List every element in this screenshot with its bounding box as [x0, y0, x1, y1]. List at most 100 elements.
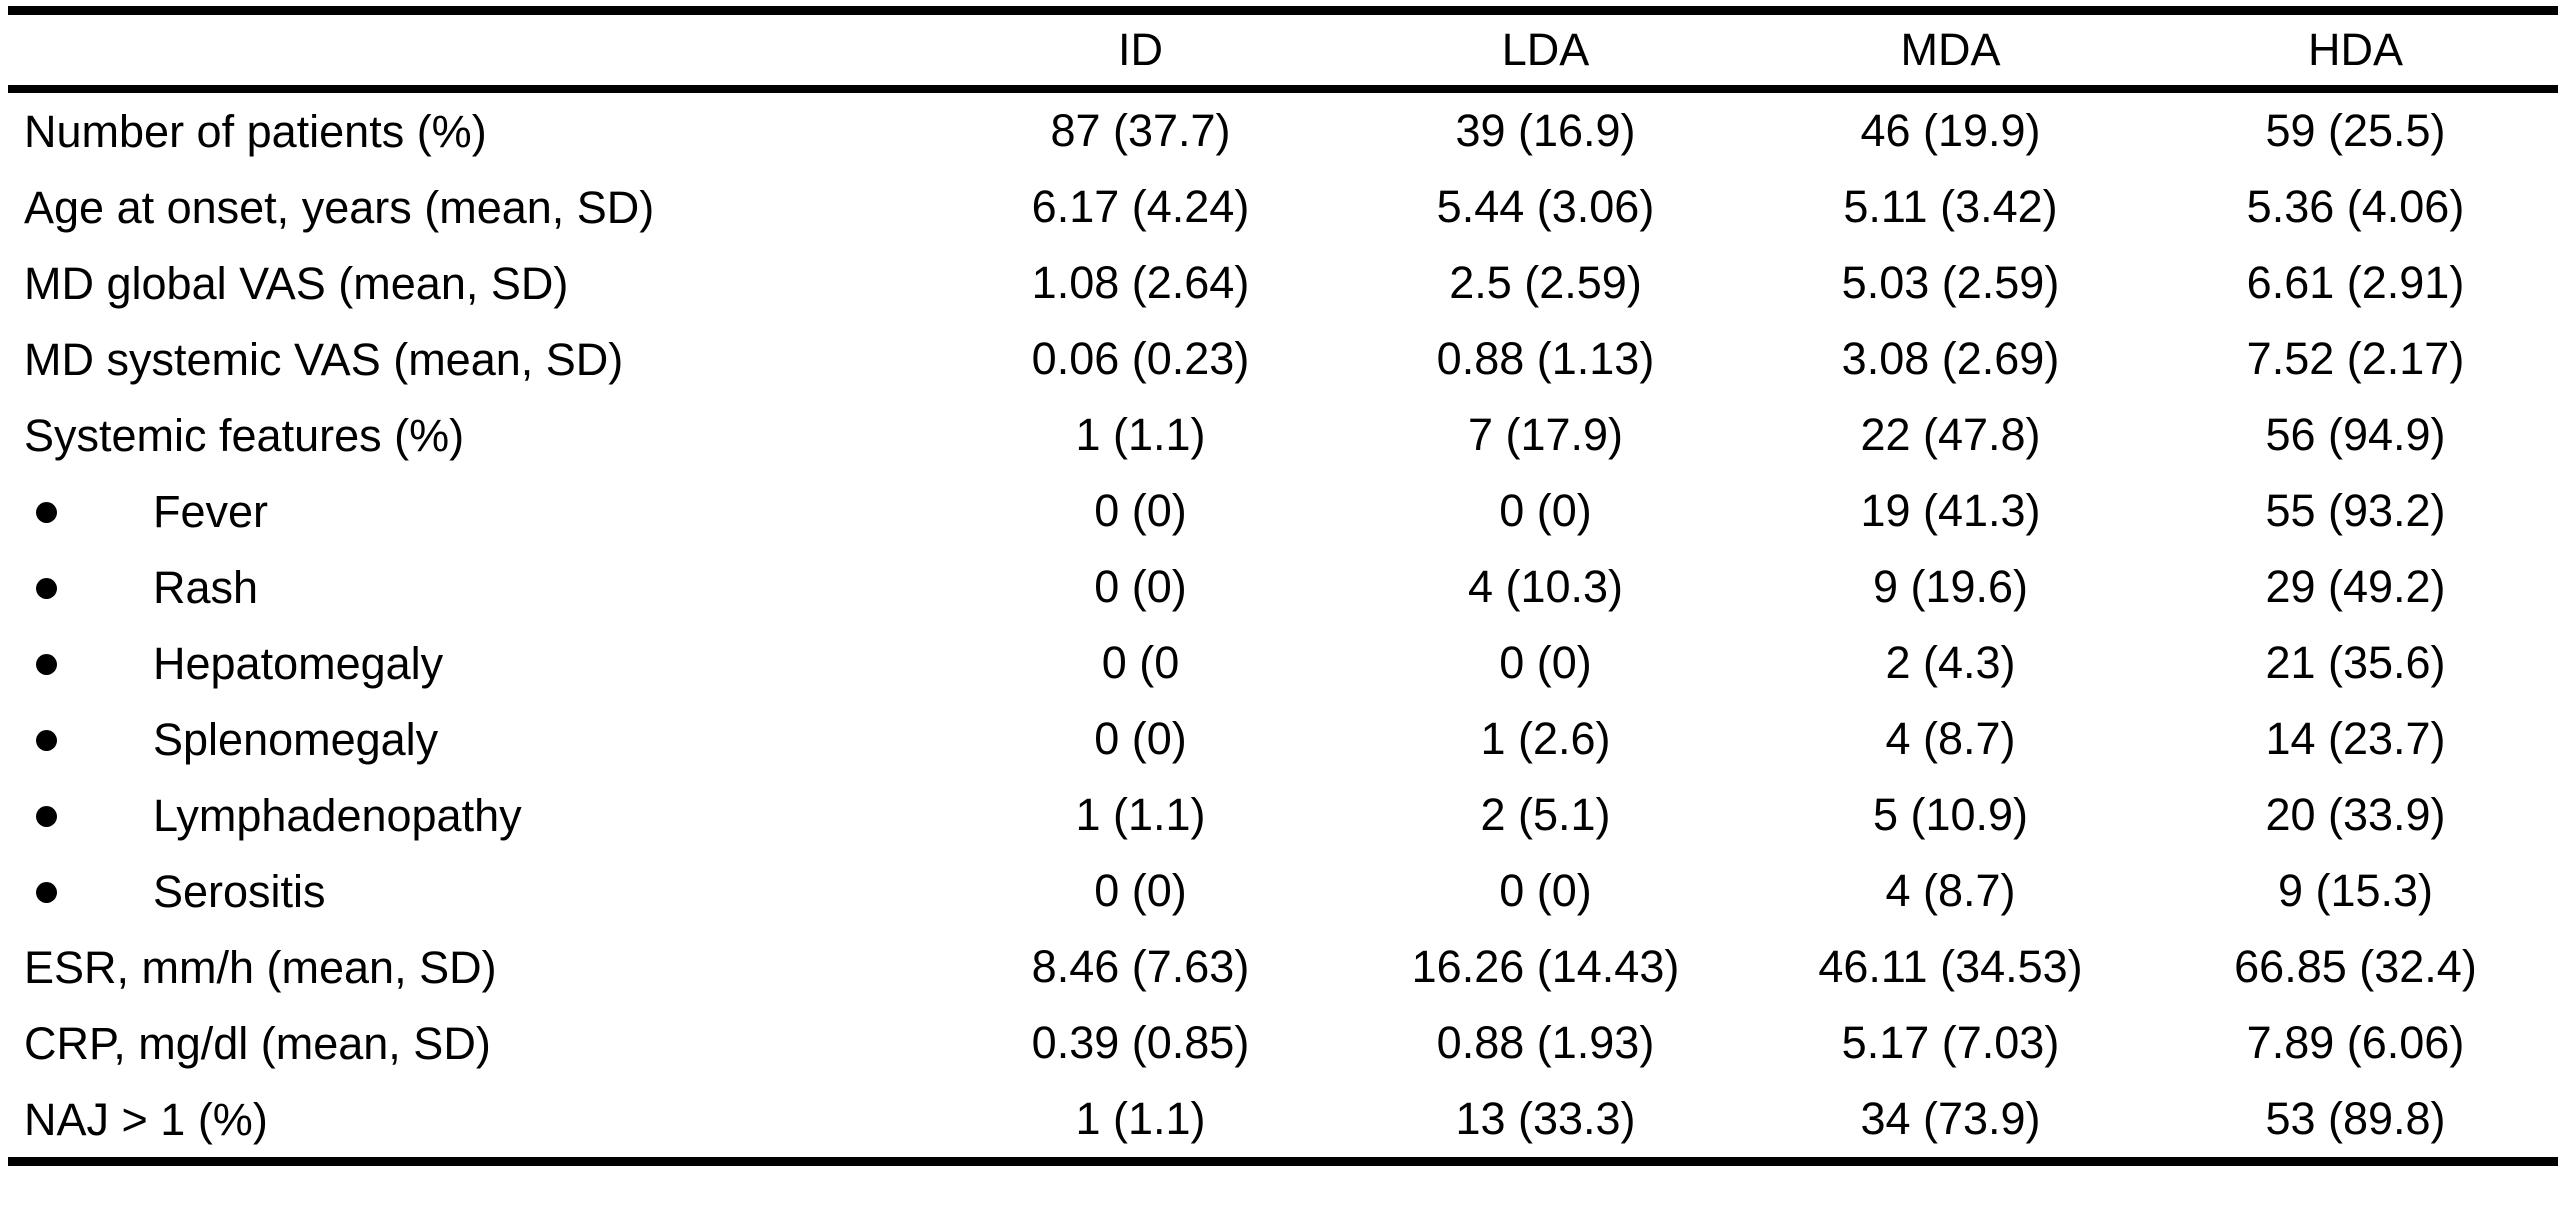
table-row: MD systemic VAS (mean, SD) 0.06 (0.23) 0.8… — [8, 321, 2558, 397]
row-label: Rash — [153, 562, 259, 614]
table-row: Number of patients (%) 87 (37.7) 39 (16.9)… — [8, 89, 2558, 169]
value-cell: 46 (19.9) — [1860, 105, 2041, 156]
value-cell: 5.03 (2.59) — [1841, 257, 2060, 308]
value-cell: 8.46 (7.63) — [1031, 941, 1250, 992]
value-cell: 0 (0) — [1094, 713, 1187, 764]
table-row: ESR, mm/h (mean, SD) 8.46 (7.63) 16.26 (14… — [8, 929, 2558, 1005]
table-row: Rash 0 (0) 4 (10.3) 9 (19.6) 29 (49.2) — [8, 549, 2558, 625]
row-label-cell: Lymphadenopathy — [8, 777, 938, 853]
row-label: Hepatomegaly — [153, 638, 444, 690]
value-cell: 46.11 (34.53) — [1818, 941, 2083, 992]
table-row: Hepatomegaly 0 (0 0 (0) 2 (4.3) 21 (35.6) — [8, 625, 2558, 701]
value-cell: 59 (25.5) — [2265, 105, 2446, 156]
table-body: Number of patients (%) 87 (37.7) 39 (16.9)… — [8, 89, 2558, 1162]
value-cell: 13 (33.3) — [1455, 1093, 1636, 1144]
bullet-icon — [36, 502, 57, 524]
bullet-icon — [36, 730, 57, 752]
row-label-cell: NAJ > 1 (%) — [8, 1081, 938, 1162]
value-cell: 5.17 (7.03) — [1841, 1017, 2060, 1068]
row-label: MD systemic VAS (mean, SD) — [24, 334, 624, 386]
row-label-cell: MD global VAS (mean, SD) — [8, 245, 938, 321]
value-cell: 56 (94.9) — [2265, 409, 2446, 460]
value-cell: 0.39 (0.85) — [1031, 1017, 1250, 1068]
row-label: Lymphadenopathy — [153, 790, 522, 842]
value-cell: 39 (16.9) — [1455, 105, 1636, 156]
table-row: NAJ > 1 (%) 1 (1.1) 13 (33.3) 34 (73.9) 53 (… — [8, 1081, 2558, 1162]
value-cell: 7 (17.9) — [1467, 409, 1624, 460]
table-row: CRP, mg/dl (mean, SD) 0.39 (0.85) 0.88 (1.… — [8, 1005, 2558, 1081]
value-cell: 5.36 (4.06) — [2246, 181, 2465, 232]
value-cell: 9 (19.6) — [1872, 561, 2029, 612]
value-cell: 0 (0) — [1499, 485, 1592, 536]
value-cell: 4 (8.7) — [1885, 865, 2016, 916]
value-cell: 2.5 (2.59) — [1449, 257, 1642, 308]
value-cell: 14 (23.7) — [2265, 713, 2446, 764]
row-label: CRP, mg/dl (mean, SD) — [24, 1018, 491, 1070]
table-row: Systemic features (%) 1 (1.1) 7 (17.9) 22 (… — [8, 397, 2558, 473]
value-cell: 87 (37.7) — [1050, 105, 1231, 156]
value-cell: 16.26 (14.43) — [1411, 941, 1680, 992]
value-cell: 21 (35.6) — [2265, 637, 2446, 688]
bullet-icon — [36, 806, 57, 828]
value-cell: 2 (4.3) — [1885, 637, 2016, 688]
row-label-cell: Age at onset, years (mean, SD) — [8, 169, 938, 245]
table-row: Fever 0 (0) 0 (0) 19 (41.3) 55 (93.2) — [8, 473, 2558, 549]
header-row: ID LDA MDA HDA — [8, 10, 2558, 93]
value-cell: 7.52 (2.17) — [2246, 333, 2465, 384]
value-cell: 6.61 (2.91) — [2246, 257, 2465, 308]
table-row: Serositis 0 (0) 0 (0) 4 (8.7) 9 (15.3) — [8, 853, 2558, 929]
header-empty-cell — [8, 10, 938, 93]
value-cell: 0 (0 — [1101, 637, 1180, 688]
value-cell: 2 (5.1) — [1480, 789, 1611, 840]
row-label-cell: Hepatomegaly — [8, 625, 938, 701]
value-cell: 53 (89.8) — [2265, 1093, 2446, 1144]
patient-characteristics-table: ID LDA MDA HDA Number of patients (%) 87 … — [8, 6, 2558, 1166]
row-label: Fever — [153, 486, 269, 538]
column-header-id: ID — [938, 10, 1343, 93]
row-label: Systemic features (%) — [24, 410, 465, 462]
value-cell: 7.89 (6.06) — [2246, 1017, 2465, 1068]
row-label: ESR, mm/h (mean, SD) — [24, 942, 497, 994]
value-cell: 0 (0) — [1094, 485, 1187, 536]
value-cell: 1 (1.1) — [1075, 409, 1206, 460]
row-label: Serositis — [153, 866, 326, 918]
value-cell: 5 (10.9) — [1872, 789, 2029, 840]
column-header-lda: LDA — [1343, 10, 1748, 93]
value-cell: 0.88 (1.13) — [1436, 333, 1655, 384]
value-cell: 55 (93.2) — [2265, 485, 2446, 536]
value-cell: 0 (0) — [1094, 865, 1187, 916]
value-cell: 1 (1.1) — [1075, 789, 1206, 840]
value-cell: 20 (33.9) — [2265, 789, 2446, 840]
value-cell: 0.88 (1.93) — [1436, 1017, 1655, 1068]
row-label-cell: Splenomegaly — [8, 701, 938, 777]
value-cell: 66.85 (32.4) — [2234, 941, 2477, 992]
bullet-icon — [36, 578, 57, 600]
column-header-hda: HDA — [2153, 10, 2558, 93]
value-cell: 5.11 (3.42) — [1843, 181, 2058, 232]
table-row: MD global VAS (mean, SD) 1.08 (2.64) 2.5 (… — [8, 245, 2558, 321]
value-cell: 3.08 (2.69) — [1841, 333, 2060, 384]
value-cell: 0.06 (0.23) — [1031, 333, 1250, 384]
row-label-cell: CRP, mg/dl (mean, SD) — [8, 1005, 938, 1081]
table-row: Splenomegaly 0 (0) 1 (2.6) 4 (8.7) 14 (23.7) — [8, 701, 2558, 777]
row-label-cell: ESR, mm/h (mean, SD) — [8, 929, 938, 1005]
value-cell: 4 (8.7) — [1885, 713, 2016, 764]
row-label: Age at onset, years (mean, SD) — [24, 182, 655, 234]
value-cell: 34 (73.9) — [1860, 1093, 2041, 1144]
value-cell: 4 (10.3) — [1467, 561, 1624, 612]
value-cell: 1 (2.6) — [1480, 713, 1611, 764]
value-cell: 22 (47.8) — [1860, 409, 2041, 460]
row-label-cell: Systemic features (%) — [8, 397, 938, 473]
row-label-cell: Fever — [8, 473, 938, 549]
value-cell: 6.17 (4.24) — [1031, 181, 1250, 232]
value-cell: 9 (15.3) — [2277, 865, 2434, 916]
value-cell: 0 (0) — [1499, 865, 1592, 916]
row-label: Number of patients (%) — [24, 106, 487, 158]
row-label-cell: Rash — [8, 549, 938, 625]
value-cell: 0 (0) — [1499, 637, 1592, 688]
row-label-cell: MD systemic VAS (mean, SD) — [8, 321, 938, 397]
value-cell: 5.44 (3.06) — [1436, 181, 1655, 232]
row-label-cell: Number of patients (%) — [8, 89, 938, 169]
row-label: MD global VAS (mean, SD) — [24, 258, 569, 310]
